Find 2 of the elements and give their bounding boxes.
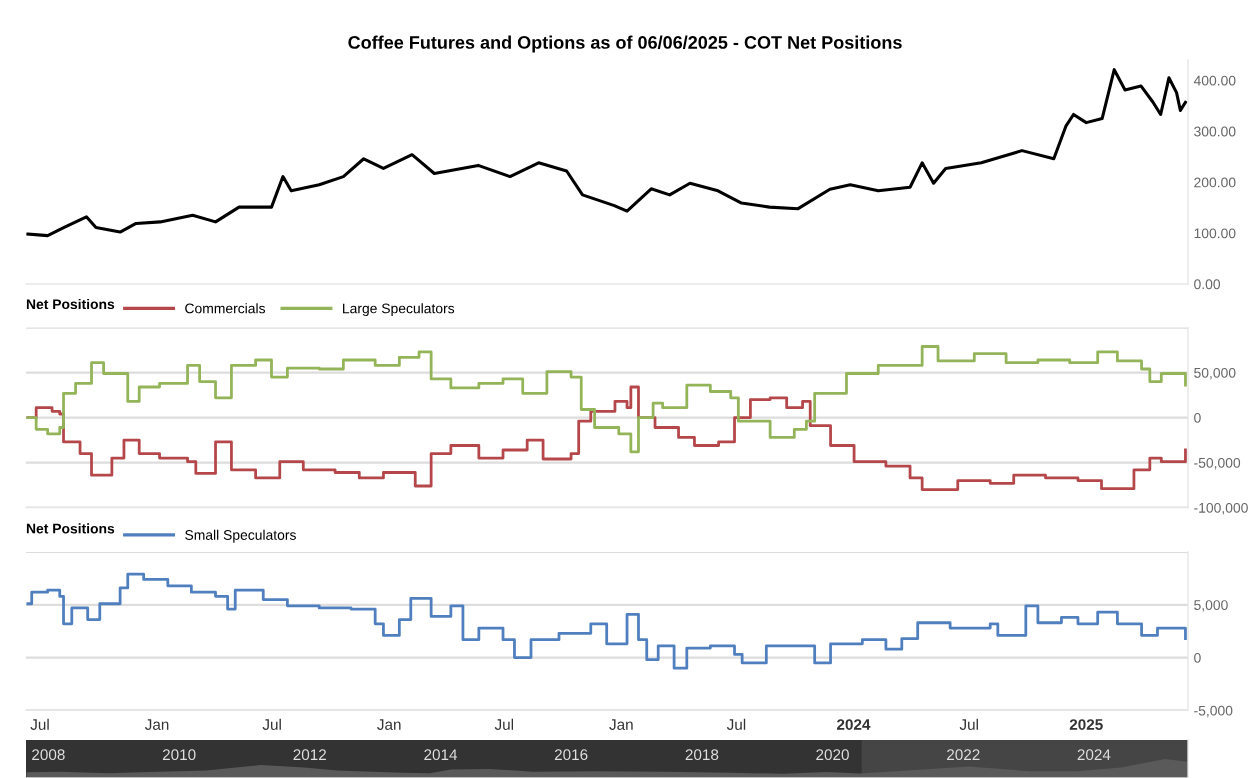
line-series (26, 68, 1187, 238)
chart-title: Coffee Futures and Options as of 06/06/2025 - COT Net Positions (348, 35, 902, 53)
